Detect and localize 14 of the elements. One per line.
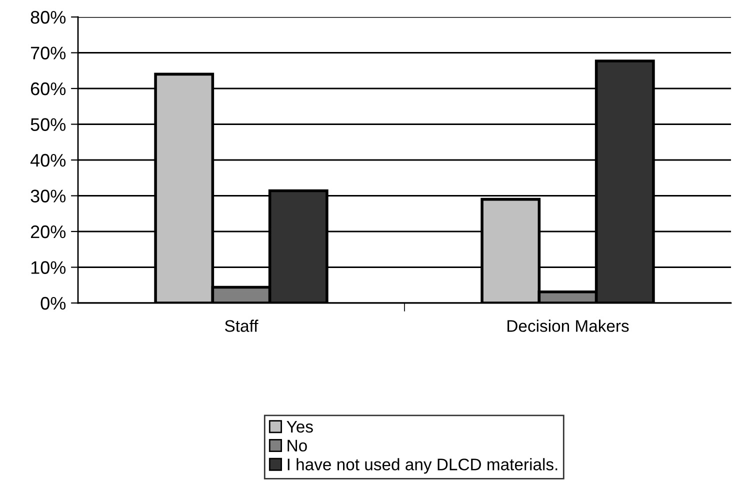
y-tick-label: 40% <box>30 154 66 167</box>
x-tick-label: Staff <box>225 320 258 332</box>
legend-label: No <box>288 440 307 452</box>
y-tick-label: 10% <box>31 261 66 274</box>
y-tick-label: 80% <box>30 10 66 24</box>
y-tick-label: 60% <box>30 82 66 96</box>
legend-label: I have not used any DLCD materials. <box>288 458 558 474</box>
y-tick-label: 70% <box>30 46 66 60</box>
y-tick-label: 0% <box>40 296 66 310</box>
x-tick-label: Decision Makers <box>508 320 629 332</box>
y-tick-label: 20% <box>30 225 66 238</box>
legend-label: Yes <box>286 421 313 433</box>
y-tick-label: 30% <box>30 190 66 202</box>
y-tick-label: 50% <box>30 118 66 131</box>
